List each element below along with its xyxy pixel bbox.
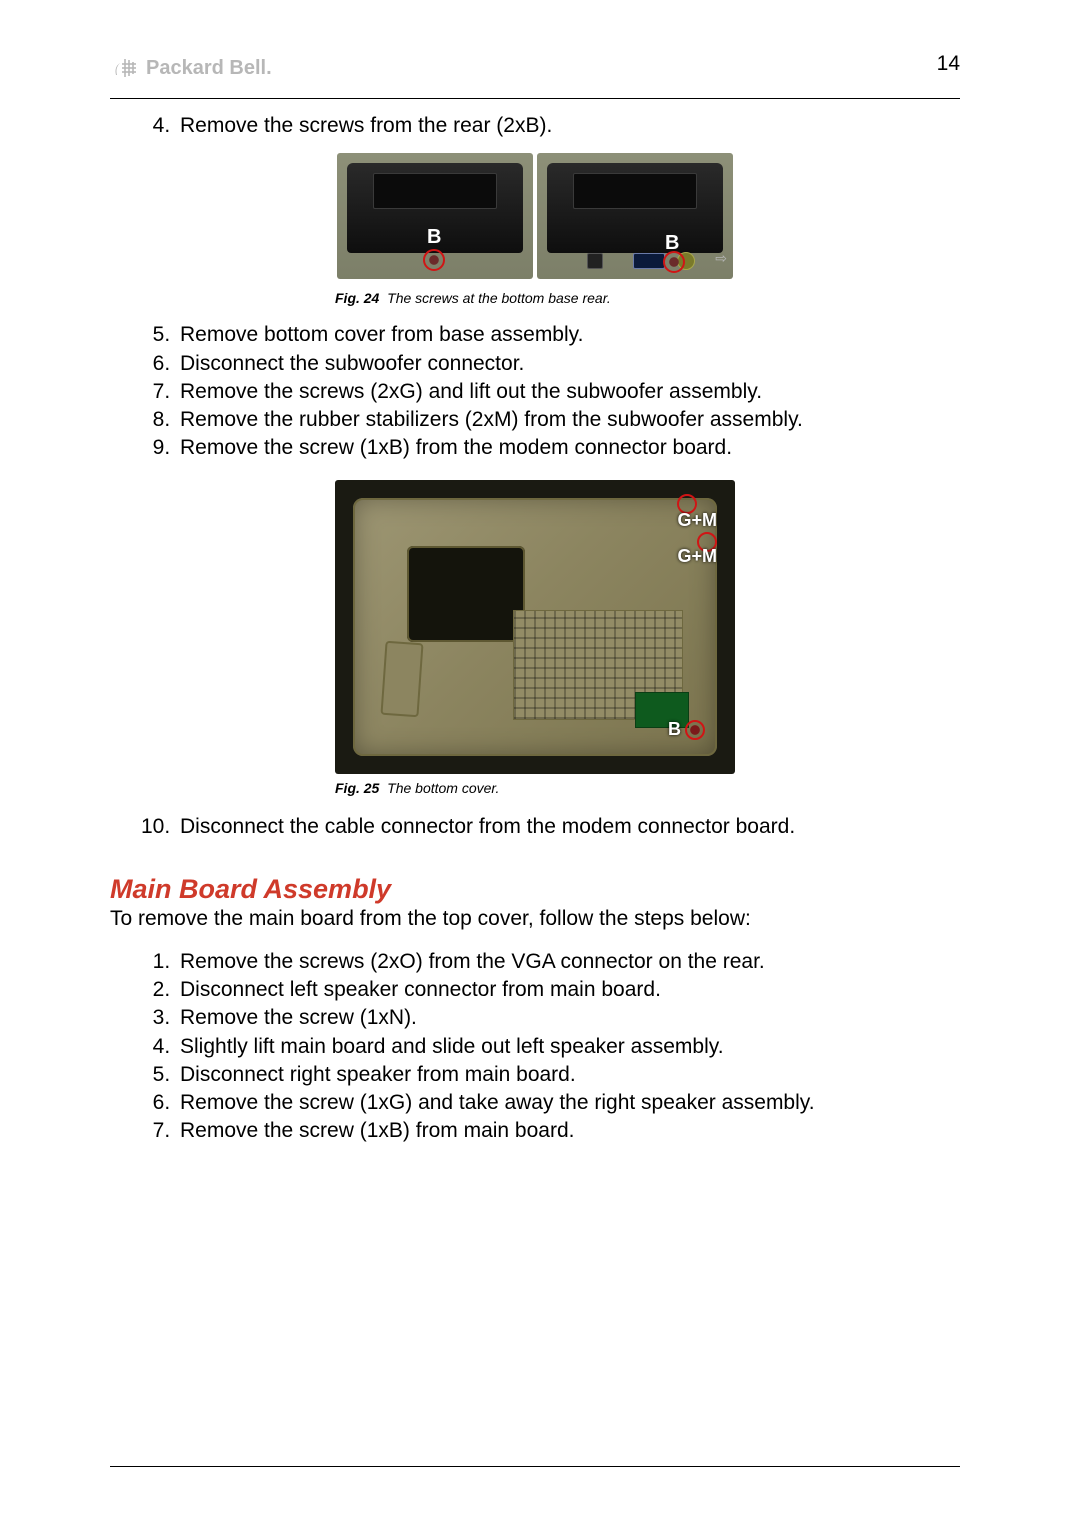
section-heading: Main Board Assembly <box>110 874 960 905</box>
step-item: Disconnect the subwoofer connector. <box>176 351 960 377</box>
step-item: Remove the screw (1xB) from the modem co… <box>176 435 960 461</box>
step-item: Remove the screw (1xB) from main board. <box>176 1118 960 1144</box>
step-item: Remove the rubber stabilizers (2xM) from… <box>176 407 960 433</box>
figure-label: Fig. 24 <box>335 290 379 306</box>
figure-25-caption: Fig. 25 The bottom cover. <box>335 780 735 796</box>
section-intro: To remove the main board from the top co… <box>110 907 960 931</box>
page: Packard Bell. 14 Remove the screws from … <box>0 0 1080 1527</box>
screw-label-b: B <box>665 232 679 255</box>
figure-24: B B ⇨ Fig. 24 The screws at the bottom b <box>110 153 960 308</box>
page-content: Packard Bell. 14 Remove the screws from … <box>110 50 960 1467</box>
figure-25-image: G+M G+M B Fig. 25 The bottom cover. <box>335 480 735 796</box>
figure-24-caption: Fig. 24 The screws at the bottom base re… <box>335 290 735 306</box>
screw-label-gm: G+M <box>677 546 717 567</box>
step-item: Disconnect right speaker from main board… <box>176 1062 960 1088</box>
figure-24-images: B B ⇨ <box>337 153 733 279</box>
step-item: Remove the screws (2xG) and lift out the… <box>176 379 960 405</box>
figure-25-photo: G+M G+M B <box>335 480 735 774</box>
screw-marker-icon <box>423 249 445 271</box>
step-item: Disconnect left speaker connector from m… <box>176 977 960 1003</box>
figure-25: G+M G+M B Fig. 25 The bottom cover. <box>110 480 960 798</box>
screw-label-b: B <box>668 719 681 740</box>
step-item: Remove the screw (1xG) and take away the… <box>176 1090 960 1116</box>
step-item: Disconnect the cable connector from the … <box>176 814 960 840</box>
arrow-icon: ⇨ <box>715 250 727 267</box>
header-rule <box>110 98 960 99</box>
page-header: Packard Bell. 14 <box>110 50 960 98</box>
steps-list-a: Remove the screws from the rear (2xB). <box>110 113 960 139</box>
screw-label-b: B <box>427 226 441 249</box>
figure-caption-text: The screws at the bottom base rear. <box>387 290 611 306</box>
step-item: Slightly lift main board and slide out l… <box>176 1034 960 1060</box>
figure-caption-text: The bottom cover. <box>387 780 499 796</box>
step-item: Remove the screw (1xN). <box>176 1005 960 1031</box>
page-number: 14 <box>937 52 960 76</box>
screw-label-gm: G+M <box>677 510 717 531</box>
screw-marker-icon <box>685 720 705 740</box>
figure-label: Fig. 25 <box>335 780 379 796</box>
brand-logo: Packard Bell. <box>110 50 280 86</box>
step-item: Remove the screws from the rear (2xB). <box>176 113 960 139</box>
brand-name: Packard Bell. <box>146 57 272 80</box>
figure-24-photo-right: B ⇨ <box>537 153 733 279</box>
figure-24-photo-left: B <box>337 153 533 279</box>
steps-list-d: Remove the screws (2xO) from the VGA con… <box>110 949 960 1145</box>
brand-logo-icon <box>110 53 140 83</box>
step-item: Remove bottom cover from base assembly. <box>176 322 960 348</box>
footer-rule <box>110 1466 960 1467</box>
step-item: Remove the screws (2xO) from the VGA con… <box>176 949 960 975</box>
steps-list-b: Remove bottom cover from base assembly. D… <box>110 322 960 461</box>
steps-list-c: Disconnect the cable connector from the … <box>110 814 960 840</box>
